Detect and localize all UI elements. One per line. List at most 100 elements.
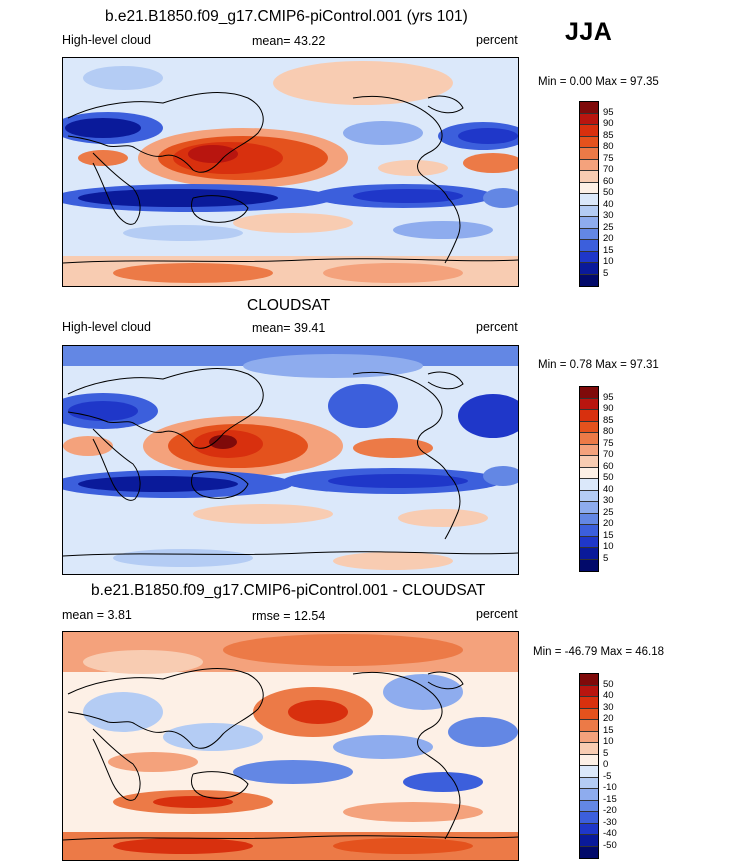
- colorbar-swatch: [580, 812, 598, 824]
- colorbar-tick-label: 85: [603, 129, 614, 141]
- difference-map: [62, 631, 519, 861]
- colorbar-swatch: [580, 444, 598, 456]
- minmax-label: Min = 0.00 Max = 97.35: [538, 76, 659, 88]
- colorbar-swatch: [580, 835, 598, 847]
- colorbar-tick-label: -5: [603, 770, 612, 782]
- mean-label: mean= 39.41: [252, 321, 326, 335]
- colorbar: [579, 673, 599, 859]
- colorbar-swatch: [580, 846, 598, 858]
- colorbar-tick-label: 70: [603, 449, 614, 460]
- colorbar-tick-label: 95: [603, 391, 614, 403]
- colorbar: [579, 386, 599, 572]
- panel-title: b.e21.B1850.f09_g17.CMIP6-piControl.001 …: [105, 8, 468, 25]
- colorbar-swatch: [580, 421, 598, 433]
- colorbar-tick-label: 90: [603, 118, 614, 129]
- colorbar-tick-label: 85: [603, 414, 614, 426]
- colorbar-swatch: [580, 398, 598, 410]
- colorbar-swatch: [580, 479, 598, 491]
- colorbar-tick-label: -30: [603, 816, 617, 828]
- colorbar-swatch: [580, 113, 598, 125]
- units-label: percent: [476, 607, 518, 621]
- colorbar-swatch: [580, 548, 598, 560]
- colorbar-tick-label: 25: [603, 221, 614, 233]
- colorbar-tick-label: 30: [603, 495, 614, 506]
- mean-diff-label: mean = 3.81: [62, 608, 132, 622]
- mean-label: mean= 43.22: [252, 34, 326, 48]
- colorbar-tick-label: 50: [603, 678, 614, 690]
- colorbar-tick-label: -15: [603, 793, 617, 805]
- panel-title: CLOUDSAT: [247, 297, 331, 314]
- colorbar: [579, 101, 599, 287]
- colorbar-swatch: [580, 490, 598, 502]
- colorbar-tick-label: -10: [603, 782, 617, 793]
- colorbar-swatch: [580, 102, 598, 114]
- colorbar-swatch: [580, 525, 598, 537]
- model-cloud-map: [62, 57, 519, 287]
- colorbar-swatch: [580, 171, 598, 183]
- colorbar-swatch: [580, 800, 598, 812]
- colorbar-swatch: [580, 708, 598, 720]
- colorbar-swatch: [580, 263, 598, 275]
- colorbar-swatch: [580, 182, 598, 194]
- colorbar-swatch: [580, 456, 598, 468]
- colorbar-swatch: [580, 433, 598, 445]
- colorbar-swatch: [580, 766, 598, 778]
- colorbar-swatch: [580, 777, 598, 789]
- colorbar-swatch: [580, 536, 598, 548]
- colorbar-tick-label: 95: [603, 106, 614, 118]
- colorbar-swatch: [580, 697, 598, 709]
- colorbar-tick-label: 20: [603, 518, 614, 529]
- colorbar-swatch: [580, 502, 598, 514]
- colorbar-tick-label: 80: [603, 426, 614, 437]
- colorbar-tick-label: 60: [603, 175, 614, 187]
- colorbar-tick-label: 15: [603, 529, 614, 541]
- units-label: percent: [476, 33, 518, 47]
- colorbar-swatch: [580, 125, 598, 137]
- cloudsat-cloud-map: [62, 345, 519, 575]
- colorbar-tick-label: 10: [603, 541, 614, 552]
- colorbar-swatch: [580, 217, 598, 229]
- variable-label: High-level cloud: [62, 33, 151, 47]
- colorbar-swatch: [580, 513, 598, 525]
- colorbar-swatch: [580, 685, 598, 697]
- minmax-label: Min = -46.79 Max = 46.18: [533, 646, 665, 658]
- colorbar-swatch: [580, 674, 598, 686]
- colorbar-swatch: [580, 823, 598, 835]
- colorbar-tick-label: 15: [603, 724, 614, 736]
- colorbar-swatch: [580, 743, 598, 755]
- colorbar-tick-label: 25: [603, 506, 614, 518]
- colorbar-tick-label: 0: [603, 759, 609, 770]
- colorbar-tick-label: -20: [603, 805, 617, 816]
- colorbar-tick-label: 75: [603, 437, 614, 449]
- colorbar-tick-label: 50: [603, 472, 614, 483]
- colorbar-swatch: [580, 789, 598, 801]
- colorbar-swatch: [580, 194, 598, 206]
- colorbar-tick-label: 30: [603, 210, 614, 221]
- colorbar-tick-label: 20: [603, 233, 614, 244]
- colorbar-swatch: [580, 148, 598, 160]
- colorbar-tick-label: 75: [603, 152, 614, 164]
- season-label: JJA: [565, 18, 613, 46]
- colorbar-tick-label: 5: [603, 747, 609, 759]
- colorbar-tick-label: 5: [603, 552, 609, 564]
- colorbar-swatch: [580, 754, 598, 766]
- colorbar-swatch: [580, 136, 598, 148]
- colorbar-swatch: [580, 720, 598, 732]
- colorbar-swatch: [580, 205, 598, 217]
- panel-title: b.e21.B1850.f09_g17.CMIP6-piControl.001 …: [91, 582, 486, 599]
- colorbar-tick-label: 10: [603, 736, 614, 747]
- colorbar-tick-label: 10: [603, 256, 614, 267]
- minmax-label: Min = 0.78 Max = 97.31: [538, 359, 659, 371]
- colorbar-tick-label: 60: [603, 460, 614, 472]
- colorbar-tick-label: 50: [603, 187, 614, 198]
- colorbar-swatch: [580, 559, 598, 571]
- colorbar-swatch: [580, 467, 598, 479]
- colorbar-tick-label: 30: [603, 701, 614, 713]
- colorbar-tick-label: 40: [603, 690, 614, 701]
- rmse-label: rmse = 12.54: [252, 609, 326, 623]
- colorbar-tick-label: 80: [603, 141, 614, 152]
- colorbar-swatch: [580, 731, 598, 743]
- colorbar-tick-label: -40: [603, 828, 617, 839]
- colorbar-tick-label: -50: [603, 839, 617, 851]
- colorbar-tick-label: 90: [603, 403, 614, 414]
